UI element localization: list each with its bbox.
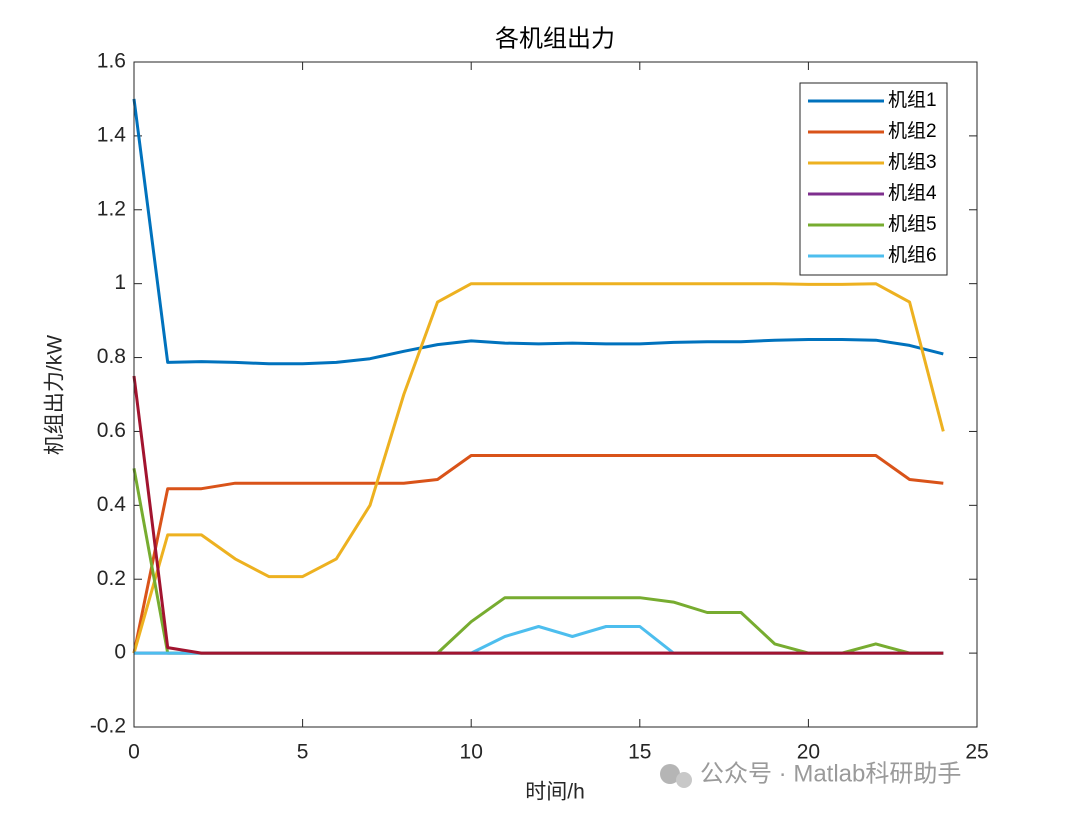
y-tick-label: 0: [114, 641, 126, 664]
x-axis-label: 时间/h: [525, 781, 585, 804]
x-tick-label: 10: [460, 741, 483, 764]
legend-label: 机组3: [888, 151, 937, 173]
y-tick-label: 0.8: [97, 345, 126, 368]
x-tick-label: 15: [628, 741, 651, 764]
legend-label: 机组1: [888, 89, 937, 111]
y-tick-label: 0.2: [97, 567, 126, 590]
legend-label: 机组6: [888, 244, 937, 266]
watermark-group: 公众号 · Matlab科研助手: [660, 760, 961, 788]
x-tick-label: 5: [297, 741, 309, 764]
line-series: [132, 282, 945, 654]
y-tick-label: 1: [114, 271, 126, 294]
y-tick-label: 0.6: [97, 419, 126, 442]
watermark: 公众号 · Matlab科研助手: [700, 760, 961, 787]
chart-title: 各机组出力: [495, 25, 615, 52]
legend-label: 机组2: [888, 120, 937, 142]
line-series: [132, 454, 944, 654]
y-tick-label: 1.6: [97, 50, 126, 73]
legend-box: [799, 82, 948, 276]
line-series: [132, 375, 944, 655]
y-tick-label: -0.2: [90, 715, 126, 738]
legend-label: 机组5: [888, 213, 937, 235]
y-tick-label: 1.2: [97, 197, 126, 220]
x-tick-label: 0: [128, 741, 140, 764]
watermark-icon: [660, 764, 680, 784]
y-tick-label: 1.4: [97, 123, 127, 146]
y-tick-label: 0.4: [97, 493, 127, 516]
axes-box: [133, 61, 978, 728]
x-tick-label: 20: [797, 741, 820, 764]
line-series: [132, 98, 944, 366]
watermark-icon: [676, 772, 692, 788]
legend-label: 机组4: [888, 182, 937, 204]
y-axis-label: 机组出力/kW: [44, 335, 67, 455]
x-tick-label: 25: [965, 741, 988, 764]
